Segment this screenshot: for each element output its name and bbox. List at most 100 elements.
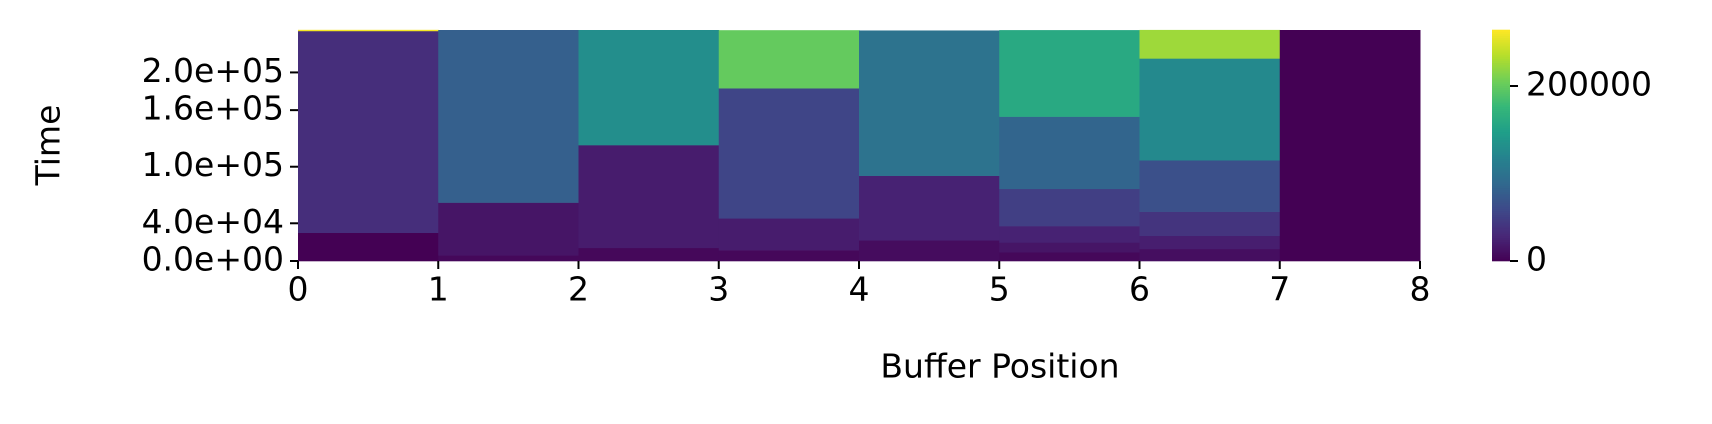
colorbar-segment [1492, 81, 1510, 85]
colorbar-segment [1492, 85, 1510, 89]
colorbar-segment [1492, 37, 1510, 40]
colorbar-segment [1492, 181, 1510, 185]
heatmap-cell [578, 247, 720, 262]
heatmap-cell [718, 88, 860, 219]
heatmap-cell [1139, 160, 1281, 212]
heatmap-cell [298, 29, 439, 32]
colorbar-segment [1492, 129, 1510, 133]
colorbar-segment [1492, 145, 1510, 148]
colorbar-tick-label: 0 [1526, 240, 1547, 279]
colorbar-segment [1492, 56, 1510, 60]
y-axis-label: Time [29, 105, 68, 187]
colorbar-segment [1492, 216, 1510, 219]
colorbar-segment [1492, 176, 1510, 179]
colorbar-segment [1492, 110, 1510, 114]
colorbar-segment [1492, 79, 1510, 83]
colorbar-segment [1492, 52, 1510, 56]
colorbar-segment [1492, 35, 1510, 38]
colorbar-segment [1492, 237, 1510, 241]
colorbar-segment [1492, 75, 1510, 79]
heatmap-cell [718, 30, 860, 89]
colorbar-segment [1492, 201, 1510, 204]
heatmap-cell [578, 30, 720, 146]
colorbar-segment [1492, 33, 1510, 37]
colorbar-segment [1492, 68, 1510, 71]
colorbar-segment [1492, 29, 1510, 33]
x-tick-label: 0 [288, 270, 309, 309]
colorbar-segment [1492, 170, 1510, 173]
colorbar-segment [1492, 139, 1510, 142]
colorbar-segment [1492, 66, 1510, 69]
colorbar-segment [1492, 73, 1510, 77]
colorbar-segment [1492, 135, 1510, 139]
colorbar-segment [1492, 251, 1510, 254]
colorbar-segment [1492, 120, 1510, 123]
y-tick-label: 1.6e+05 [142, 89, 284, 128]
colorbar-segment [1492, 48, 1510, 52]
colorbar-segment [1492, 41, 1510, 44]
colorbar-segment [1492, 154, 1510, 158]
heatmap-cell [859, 30, 1000, 176]
colorbar-segment [1492, 95, 1510, 98]
colorbar-segment [1492, 133, 1510, 137]
colorbar-segment [1492, 199, 1510, 202]
colorbar-segment [1492, 83, 1510, 87]
colorbar-segment [1492, 152, 1510, 156]
colorbar-segment [1492, 195, 1510, 198]
colorbar-segment [1492, 47, 1510, 50]
colorbar-segment [1492, 164, 1510, 167]
colorbar-segment [1492, 50, 1510, 54]
colorbar-segment [1492, 197, 1510, 200]
colorbar-segment [1492, 102, 1510, 106]
colorbar-segment [1492, 99, 1510, 102]
colorbar-segment [1492, 106, 1510, 110]
y-tick-label: 2.0e+05 [142, 51, 284, 90]
colorbar-segment [1492, 141, 1510, 144]
colorbar-segment [1492, 172, 1510, 175]
colorbar-segment [1492, 179, 1510, 183]
colorbar-segment [1492, 143, 1510, 146]
colorbar-segment [1492, 193, 1510, 196]
colorbar-segment [1492, 160, 1510, 164]
x-tick-label: 4 [849, 270, 870, 309]
colorbar-segment [1492, 233, 1510, 237]
colorbar-segment [1492, 72, 1510, 75]
colorbar-segment [1492, 93, 1510, 96]
heatmap-cell [859, 175, 1000, 241]
colorbar-segment [1492, 125, 1510, 129]
colorbar-segment [1492, 174, 1510, 177]
colorbar-segment [1492, 227, 1510, 231]
colorbar-segment [1492, 235, 1510, 239]
colorbar-segment [1492, 100, 1510, 104]
colorbar-segment [1492, 168, 1510, 171]
colorbar-segment [1492, 108, 1510, 112]
colorbar-segment [1492, 116, 1510, 119]
colorbar-segment [1492, 241, 1510, 244]
colorbar-segment [1492, 208, 1510, 212]
heatmap-cell [1139, 248, 1281, 262]
heatmap-cell [438, 255, 579, 262]
colorbar-segment [1492, 114, 1510, 117]
colorbar-segment [1492, 177, 1510, 181]
colorbar-segment [1492, 131, 1510, 135]
colorbar-segment [1492, 258, 1510, 262]
x-tick-label: 2 [568, 270, 589, 309]
y-tick-label: 0.0e+00 [142, 240, 284, 279]
colorbar-segment [1492, 220, 1510, 223]
colorbar-segment [1492, 189, 1510, 192]
colorbar-segment [1492, 122, 1510, 125]
colorbar-segment [1492, 185, 1510, 189]
y-tick-label: 1.0e+05 [142, 145, 284, 184]
colorbar-segment [1492, 183, 1510, 187]
colorbar-segment [1492, 43, 1510, 46]
heatmap-cell [438, 202, 579, 256]
heatmap-cell [999, 252, 1140, 262]
colorbar-segment [1492, 45, 1510, 48]
colorbar-segment [1492, 97, 1510, 100]
heatmap-cell [298, 30, 439, 234]
colorbar-segment [1492, 62, 1510, 65]
heatmap-cell [1139, 29, 1281, 59]
colorbar-segment [1492, 137, 1510, 141]
colorbar-segment [1492, 212, 1510, 216]
